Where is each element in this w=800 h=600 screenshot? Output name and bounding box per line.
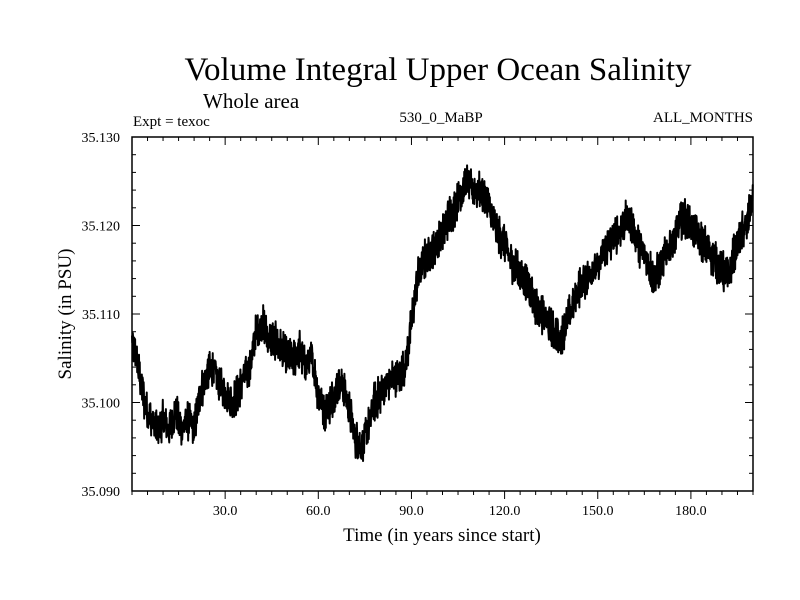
series-line-salinity xyxy=(131,164,754,463)
plot-area xyxy=(131,136,754,492)
x-tick-label: 150.0 xyxy=(582,504,614,519)
chart-subtitle: Whole area xyxy=(203,89,300,113)
y-tick-label: 35.120 xyxy=(82,220,121,235)
y-tick-label: 35.100 xyxy=(82,397,121,412)
y-tick-label: 35.090 xyxy=(82,485,121,500)
x-axis-label: Time (in years since start) xyxy=(343,525,541,546)
y-axis-label: Salinity (in PSU) xyxy=(55,249,76,380)
run-label: 530_0_MaBP xyxy=(399,110,482,126)
chart-title: Volume Integral Upper Ocean Salinity xyxy=(184,52,692,88)
x-tick-label: 120.0 xyxy=(489,504,521,519)
y-axis-ticks: 35.090 35.100 35.110 35.120 35.130 xyxy=(82,131,753,500)
experiment-label: Expt = texoc xyxy=(133,114,210,130)
y-tick-label: 35.130 xyxy=(82,131,121,146)
y-tick-label: 35.110 xyxy=(82,308,120,323)
x-axis-ticks: 30.0 60.0 90.0 120.0 150.0 180.0 xyxy=(131,137,754,519)
x-tick-label: 180.0 xyxy=(675,504,707,519)
months-label: ALL_MONTHS xyxy=(653,110,753,126)
x-tick-label: 60.0 xyxy=(306,504,331,519)
x-tick-label: 30.0 xyxy=(213,504,238,519)
plot-frame xyxy=(131,136,754,492)
x-tick-label: 90.0 xyxy=(399,504,424,519)
